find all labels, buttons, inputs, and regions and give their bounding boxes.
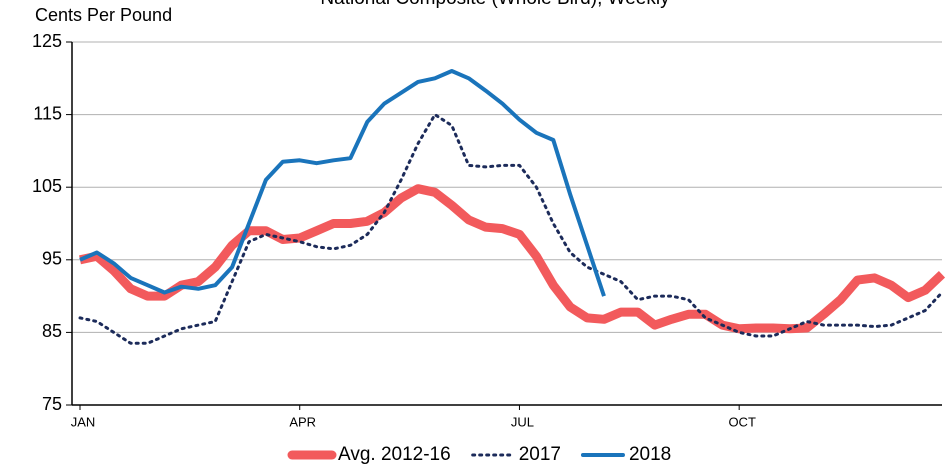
chart-title: National Composite (Whole Bird), Weekly — [320, 0, 670, 9]
y-tick-label: 125 — [32, 31, 62, 51]
legend-label: 2017 — [519, 444, 561, 465]
y-tick-label: 85 — [42, 321, 62, 341]
legend-label: 2018 — [629, 444, 671, 465]
series-line — [79, 69, 606, 297]
series-line — [79, 184, 945, 334]
x-tick-label: APR — [289, 414, 316, 429]
y-axis-label: Cents Per Pound — [35, 5, 172, 25]
x-tick-label: JUL — [511, 414, 534, 429]
y-tick-label: 115 — [33, 103, 62, 123]
y-tick-label: 105 — [32, 176, 62, 196]
legend: Avg. 2012-16 2017 2018 — [287, 444, 671, 465]
y-tick-label: 95 — [42, 249, 62, 269]
legend-label: Avg. 2012-16 — [338, 444, 451, 465]
x-tick-label: JAN — [71, 414, 96, 429]
series-line — [78, 113, 944, 345]
x-tick-label: OCT — [728, 414, 756, 429]
y-tick-label: 75 — [42, 394, 62, 414]
